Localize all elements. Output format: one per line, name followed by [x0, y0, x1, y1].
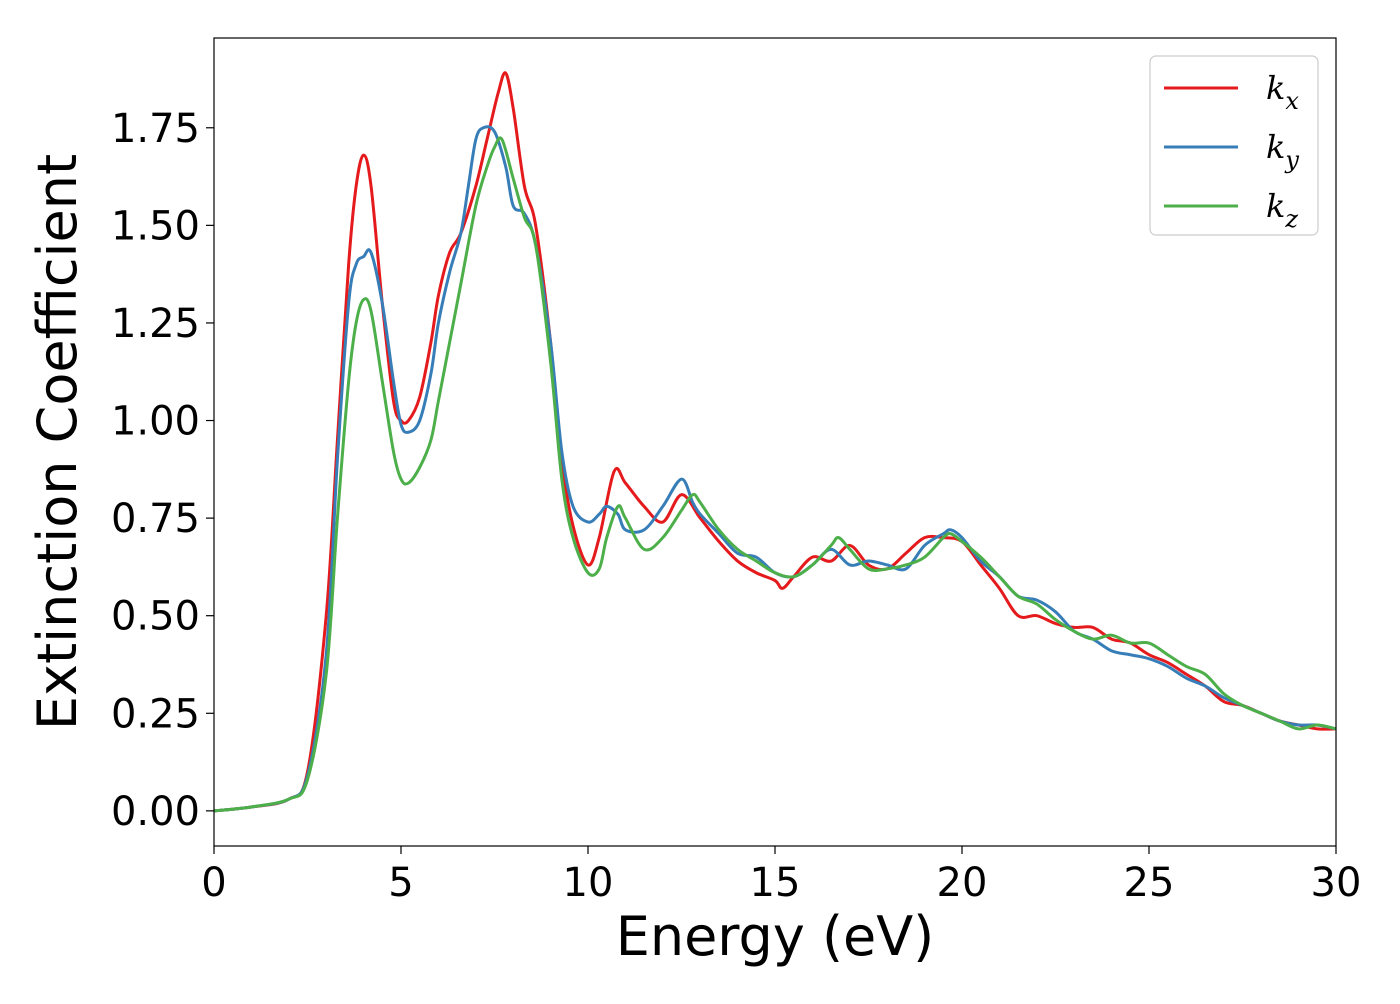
x-tick-label: 30 [1311, 860, 1362, 906]
x-tick-label: 25 [1124, 860, 1175, 906]
y-tick-label: 0.50 [111, 594, 200, 640]
x-tick-label: 0 [201, 860, 226, 906]
series-layer [214, 71, 1336, 813]
y-tick-label: 0.00 [111, 789, 200, 835]
legend-label-kx: kx [1266, 69, 1299, 115]
legend-label-ky: ky [1266, 128, 1299, 174]
legend-label-kz: kz [1266, 187, 1298, 233]
x-axis-title: Energy (eV) [616, 905, 935, 968]
y-tick-label: 0.75 [111, 496, 200, 542]
x-tick-label: 10 [563, 860, 614, 906]
y-tick-label: 0.25 [111, 691, 200, 737]
y-axis-title: Extinction Coefficient [26, 154, 89, 730]
x-tick-label: 20 [937, 860, 988, 906]
legend: kx ky kz [1149, 55, 1319, 236]
y-tick-label: 1.00 [111, 399, 200, 445]
series-line-kz [214, 136, 1336, 813]
series-line-ky [214, 125, 1336, 813]
plot-background [214, 38, 1336, 846]
y-tick-label: 1.25 [111, 301, 200, 347]
x-tick-label: 5 [388, 860, 413, 906]
x-axis-ticks: 0 5 10 15 20 25 30 [201, 846, 1361, 906]
x-tick-label: 15 [750, 860, 801, 906]
y-axis-ticks: 0.00 0.25 0.50 0.75 1.00 1.25 1.50 1.75 [111, 106, 214, 835]
y-tick-label: 1.75 [111, 106, 200, 152]
y-tick-label: 1.50 [111, 203, 200, 249]
